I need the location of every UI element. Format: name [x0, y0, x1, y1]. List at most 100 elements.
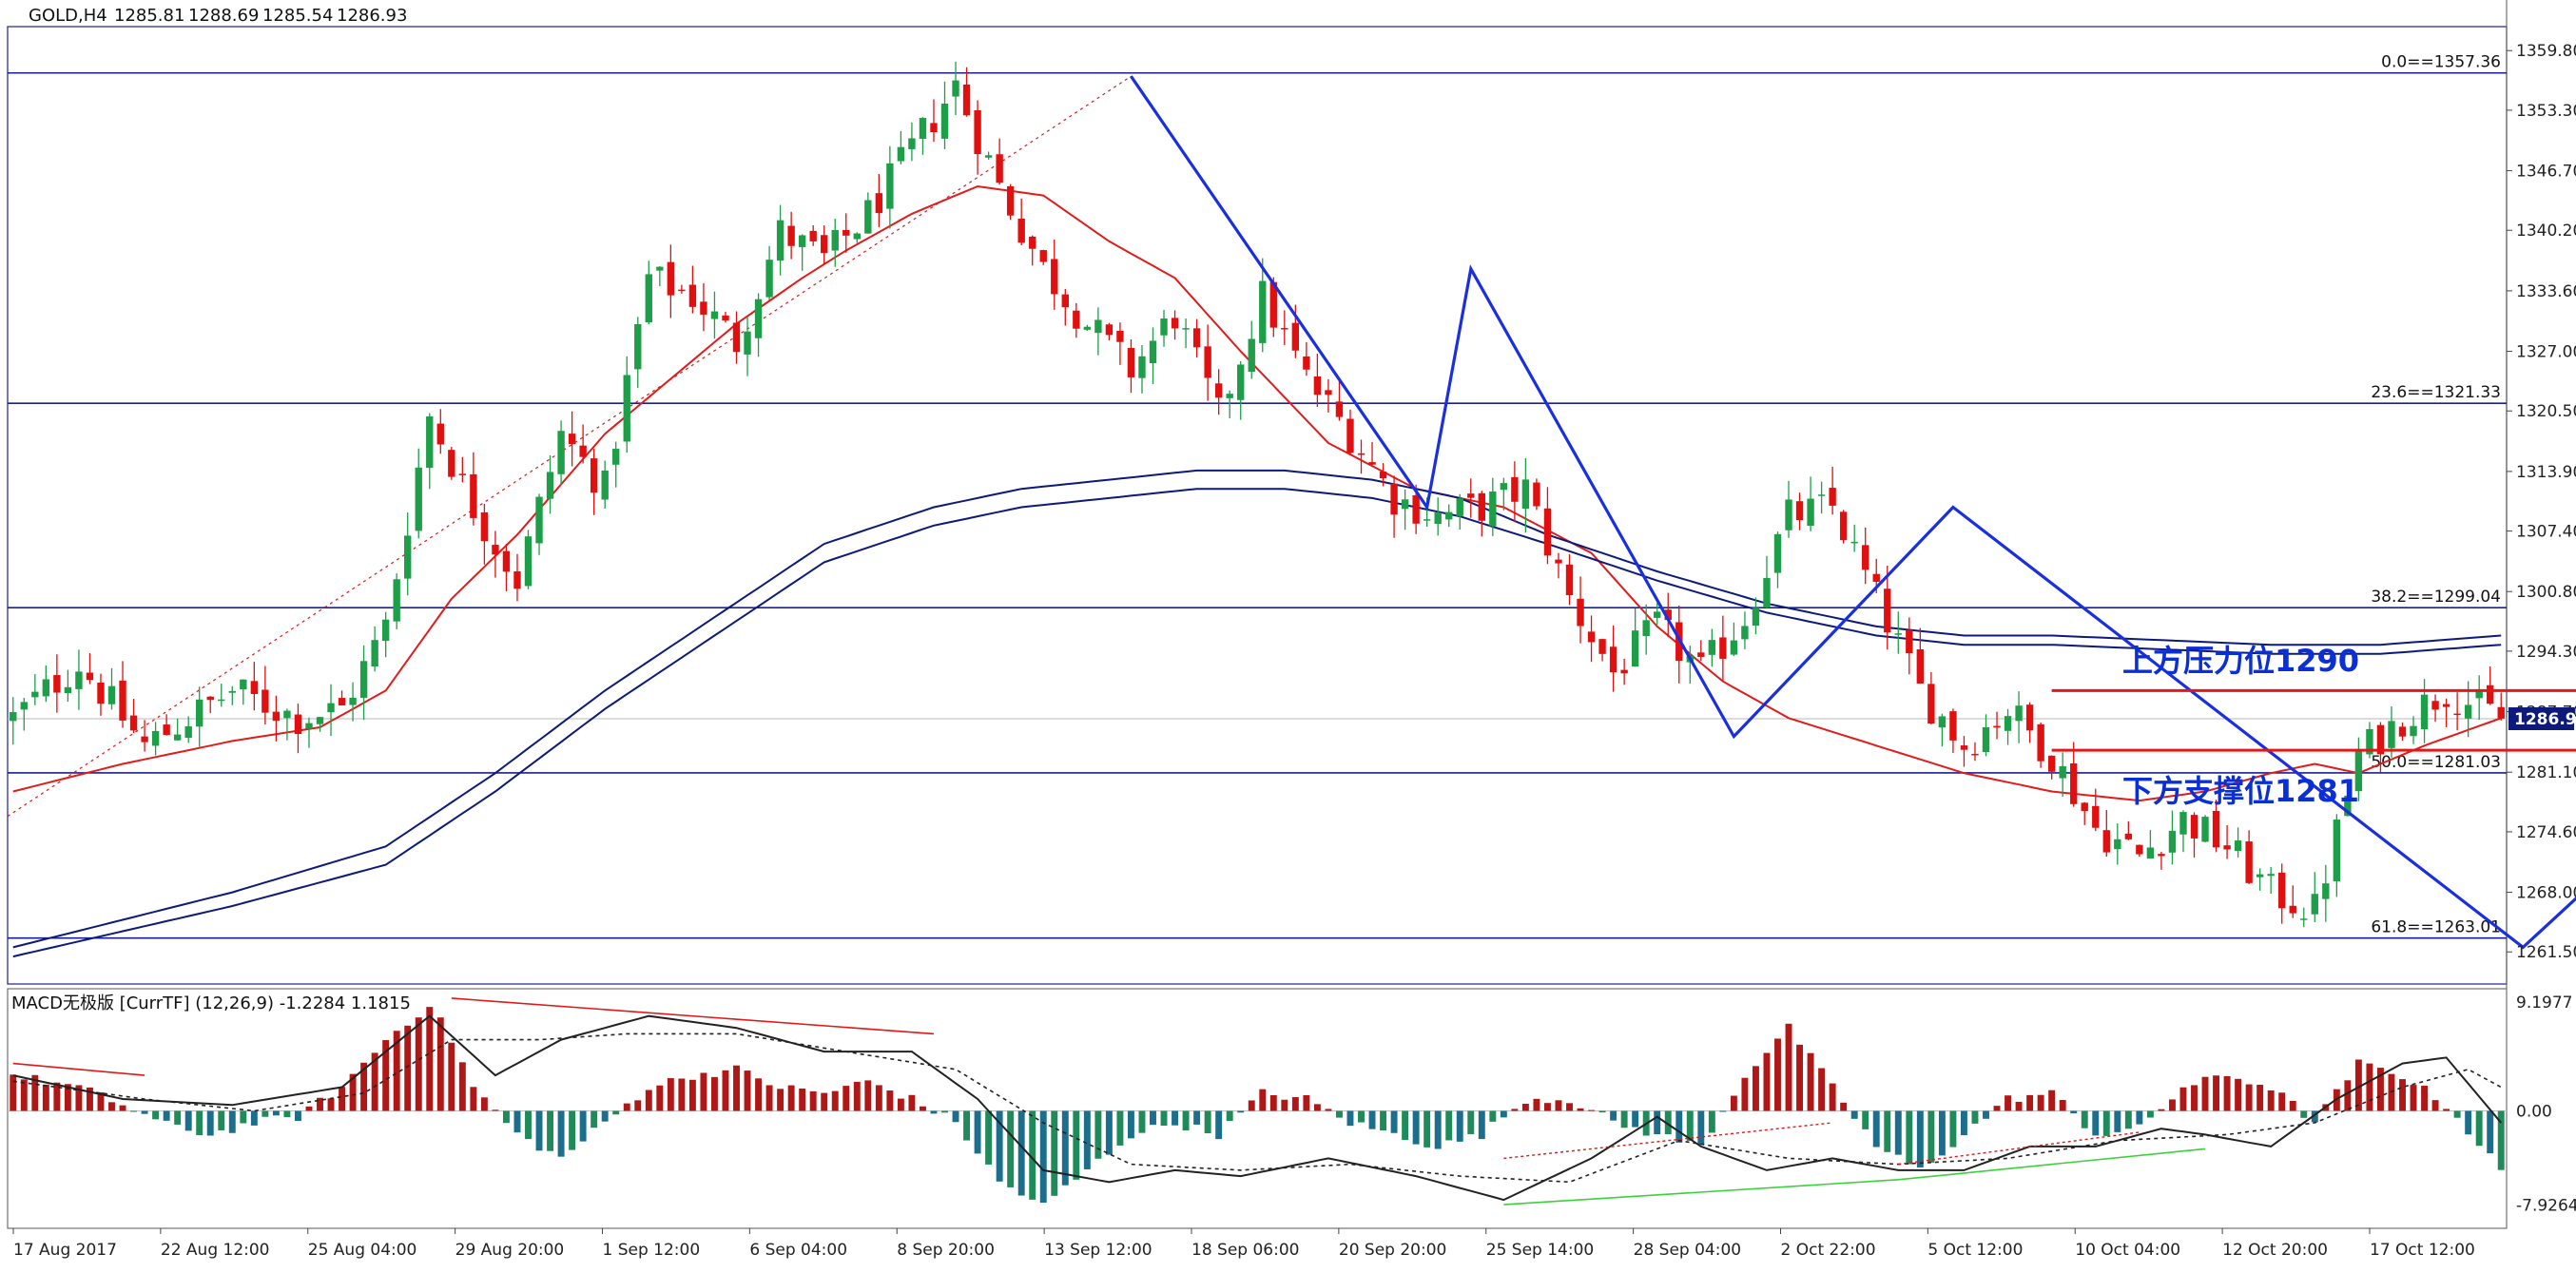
candle-body: [1642, 620, 1650, 636]
candle-body: [535, 496, 543, 544]
candle-body: [974, 109, 981, 155]
macd-histogram-bar: [1073, 1110, 1080, 1180]
candle-body: [1719, 637, 1727, 659]
candle-body: [218, 699, 225, 702]
candle-body: [2267, 874, 2275, 877]
candle-body: [1226, 394, 1233, 398]
candle-body: [1335, 401, 1344, 417]
candle-body: [20, 702, 28, 710]
macd-histogram-bar: [700, 1072, 707, 1111]
candle-body: [1116, 331, 1124, 342]
macd-histogram-bar: [2070, 1110, 2078, 1114]
candle-body: [42, 679, 50, 697]
candle-body: [1357, 453, 1365, 455]
fib-levels: 0.0==1357.36 23.6==1321.33 38.2==1299.04 50…: [7, 53, 2507, 939]
price-tick-label: 1300.80: [2516, 583, 2576, 602]
macd-histogram-bar: [2388, 1073, 2395, 1111]
candle-body: [1489, 491, 1497, 527]
candle-body: [732, 322, 741, 353]
macd-divergence-line: [1898, 1131, 2140, 1166]
macd-histogram-bar: [1971, 1110, 1979, 1124]
candle-body: [1884, 588, 1891, 633]
macd-histogram-bar: [2278, 1092, 2286, 1111]
candle-body: [634, 323, 642, 370]
candle-body: [1906, 629, 1913, 654]
macd-histogram-bar: [339, 1087, 346, 1111]
macd-divergence-line: [1503, 1179, 1899, 1205]
candle-body: [415, 467, 422, 531]
price-tick-label: 1333.60: [2516, 282, 2576, 301]
candle-body: [458, 473, 467, 475]
candle-body: [962, 84, 971, 116]
macd-histogram-bar: [218, 1110, 225, 1130]
candle-body: [1839, 511, 1848, 541]
candle-body: [349, 697, 357, 705]
candle-body: [1829, 488, 1836, 506]
macd-histogram-bar: [1215, 1110, 1223, 1140]
macd-histogram-bar: [1434, 1110, 1442, 1149]
candle-body: [173, 734, 182, 741]
candle-body: [1171, 318, 1179, 329]
candle-body: [2102, 830, 2110, 853]
candle-body: [2047, 755, 2056, 772]
macd-histogram-bar: [1138, 1110, 1146, 1133]
candle-body: [688, 284, 697, 307]
candle-body: [1390, 483, 1398, 515]
macd-histogram-bar: [2059, 1100, 2066, 1111]
candle-body: [1960, 745, 1968, 750]
candle-body: [1741, 626, 1749, 640]
candle-body: [2410, 725, 2417, 737]
price-tick-label: 1340.20: [2516, 222, 2576, 241]
macd-histogram-bar: [2114, 1110, 2121, 1132]
candle-body: [1423, 519, 1431, 521]
macd-histogram-bar: [733, 1065, 740, 1111]
candle-body: [1291, 322, 1300, 351]
macd-histogram-bar: [184, 1110, 192, 1131]
candle-body: [1511, 476, 1519, 502]
chart-header-open: 1285.81: [114, 6, 184, 26]
macd-histogram-bar: [1983, 1110, 1989, 1119]
price-panel-frame: [7, 26, 2508, 985]
macd-histogram-bar: [591, 1110, 598, 1128]
price-tick-label: 1359.80: [2516, 42, 2576, 61]
macd-histogram-bar: [2201, 1076, 2209, 1111]
candle-body: [2398, 726, 2407, 737]
candle-body: [787, 225, 795, 246]
macd-histogram-bar: [612, 1110, 620, 1115]
macd-histogram-bar: [31, 1074, 39, 1111]
macd-histogram-bar: [2005, 1095, 2012, 1111]
candle-body: [1949, 711, 1957, 741]
macd-histogram-bar: [952, 1110, 959, 1123]
candle-body: [2168, 830, 2177, 853]
time-tick-label: 18 Sep 06:00: [1191, 1241, 1299, 1260]
macd-histogram-bar: [1248, 1100, 1255, 1111]
candle-body: [228, 690, 236, 693]
time-tick-label: 17 Aug 2017: [13, 1241, 117, 1260]
macd-histogram-bar: [64, 1084, 71, 1111]
candle-body: [2037, 723, 2044, 762]
candle-body: [1730, 640, 1738, 655]
macd-histogram-bar: [1610, 1110, 1617, 1121]
candle-body: [678, 289, 686, 292]
fib-label: 23.6==1321.33: [2371, 383, 2501, 402]
macd-histogram-bar: [996, 1110, 1003, 1182]
macd-histogram-bar: [174, 1110, 182, 1125]
candle-body: [2376, 724, 2385, 755]
macd-signal-line: [12, 1032, 2502, 1184]
macd-histogram-bar: [250, 1110, 258, 1126]
candle-body: [754, 299, 763, 338]
candle-body: [1817, 494, 1826, 496]
macd-histogram-bar: [492, 1109, 499, 1111]
macd-histogram-bar: [1686, 1110, 1694, 1141]
macd-histogram-bar: [1039, 1110, 1047, 1204]
candle-body: [2278, 872, 2286, 909]
price-tick-label: 1281.10: [2516, 763, 2576, 782]
candle-body: [798, 235, 806, 247]
macd-histogram-bar: [897, 1098, 904, 1111]
price-tick-label: 1268.00: [2516, 884, 2576, 903]
candle-body: [1467, 493, 1475, 498]
candle-body: [1565, 564, 1574, 596]
macd-histogram-bar: [1818, 1068, 1826, 1111]
macd-histogram-bar: [2168, 1099, 2176, 1111]
